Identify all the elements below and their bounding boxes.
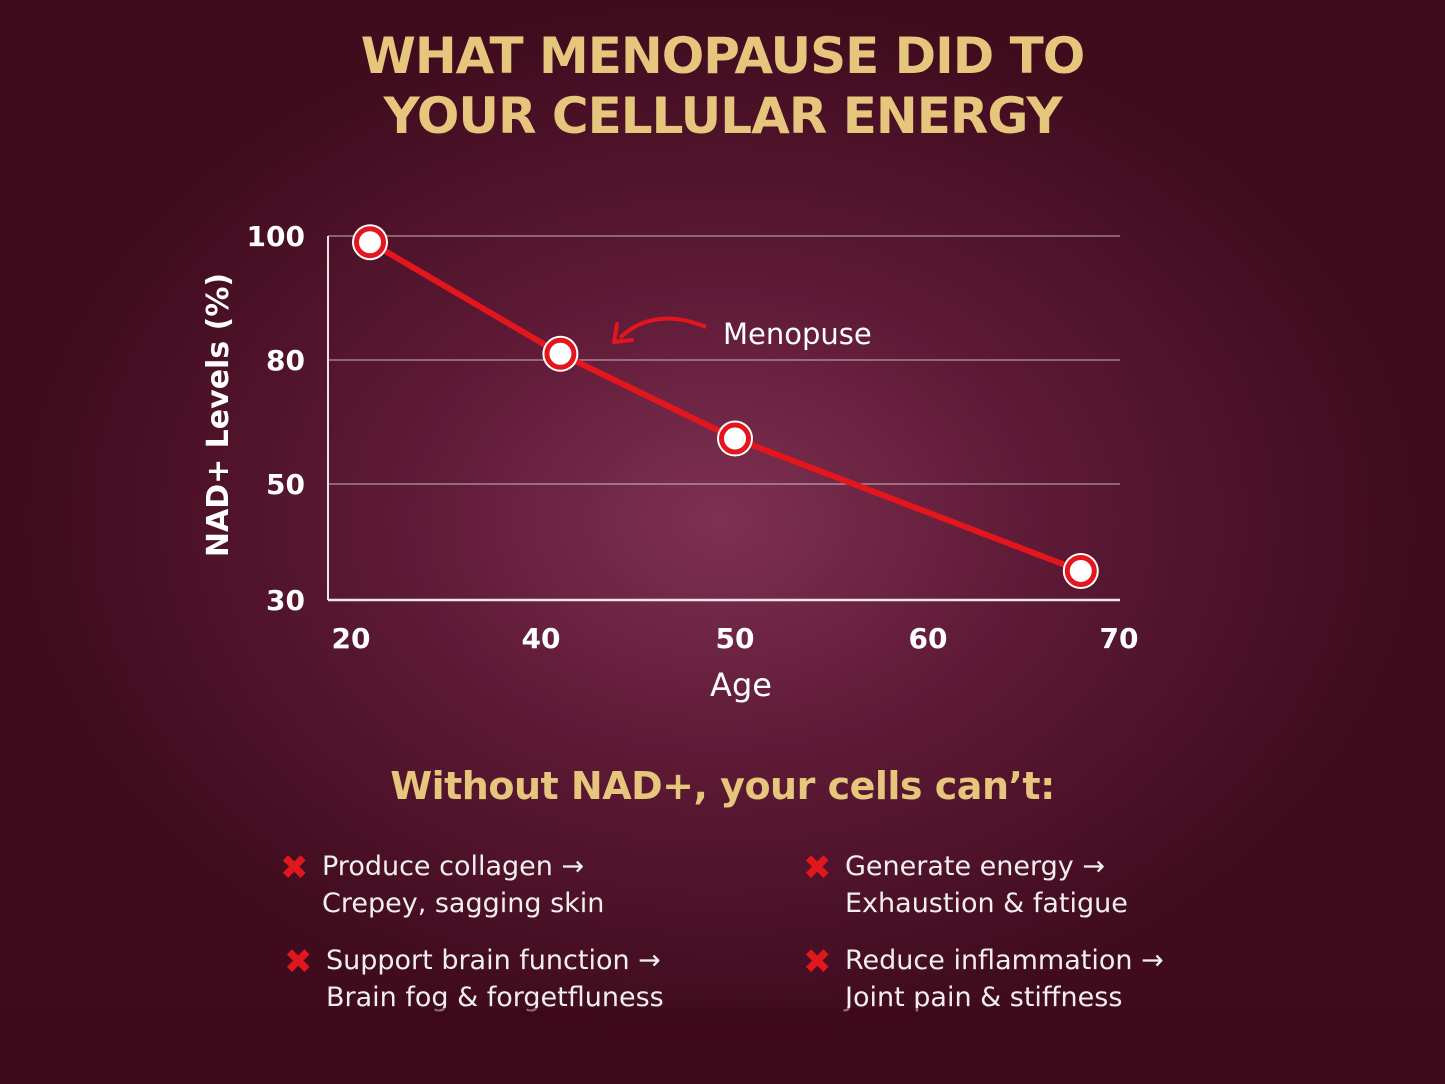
data-point (354, 226, 386, 259)
x-mark-icon: ✖ (803, 942, 832, 982)
title-line-2: YOUR CELLULAR ENERGY (383, 87, 1062, 145)
x-mark-icon: ✖ (284, 942, 313, 982)
x-tick-label: 60 (909, 622, 948, 655)
annotation-label: Menopuse (723, 317, 872, 351)
y-tick-label: 80 (266, 344, 305, 377)
x-mark-icon: ✖ (803, 848, 832, 888)
item-title: Generate energy → (845, 851, 1105, 882)
item-title: Produce collagen → (322, 851, 585, 882)
x-tick-label: 40 (522, 622, 561, 655)
item-detail: Brain fog & forgetfluness (326, 982, 664, 1013)
list-item: ✖ Reduce inflammation → Joint pain & sti… (803, 942, 1164, 1016)
y-axis-label: NAD+ Levels (%) (201, 273, 236, 557)
annotation-arrow (618, 316, 707, 340)
y-tick-label: 100 (247, 220, 305, 253)
x-tick-label: 50 (716, 622, 755, 655)
data-point (719, 422, 751, 455)
item-detail: Crepey, sagging skin (322, 888, 605, 919)
x-mark-icon: ✖ (280, 848, 309, 888)
item-detail: Joint pain & stiffness (845, 982, 1123, 1013)
x-tick-label: 20 (332, 622, 371, 655)
data-point (544, 337, 577, 370)
bottom-band (0, 1008, 1445, 1084)
list-item: ✖ Support brain function → Brain fog & f… (284, 942, 664, 1016)
item-title: Reduce inflammation → (845, 945, 1164, 976)
arrow-head-icon (612, 322, 634, 344)
x-tick-label: 70 (1100, 622, 1139, 655)
item-title: Support brain function → (326, 945, 661, 976)
y-tick-label: 30 (266, 584, 305, 617)
y-tick-label: 50 (266, 468, 305, 501)
title-line-1: WHAT MENOPAUSE DID TO (360, 27, 1086, 85)
x-axis-label: Age (710, 666, 772, 704)
list-item: ✖ Generate energy → Exhaustion & fatigue (803, 848, 1128, 922)
page-title: WHAT MENOPAUSE DID TO YOUR CELLULAR ENER… (0, 26, 1445, 146)
item-detail: Exhaustion & fatigue (845, 888, 1128, 919)
data-point (1064, 555, 1097, 587)
series-line (368, 239, 1082, 574)
subtitle: Without NAD+, your cells can’t: (390, 764, 1055, 808)
list-item: ✖ Produce collagen → Crepey, sagging ski… (280, 848, 605, 922)
